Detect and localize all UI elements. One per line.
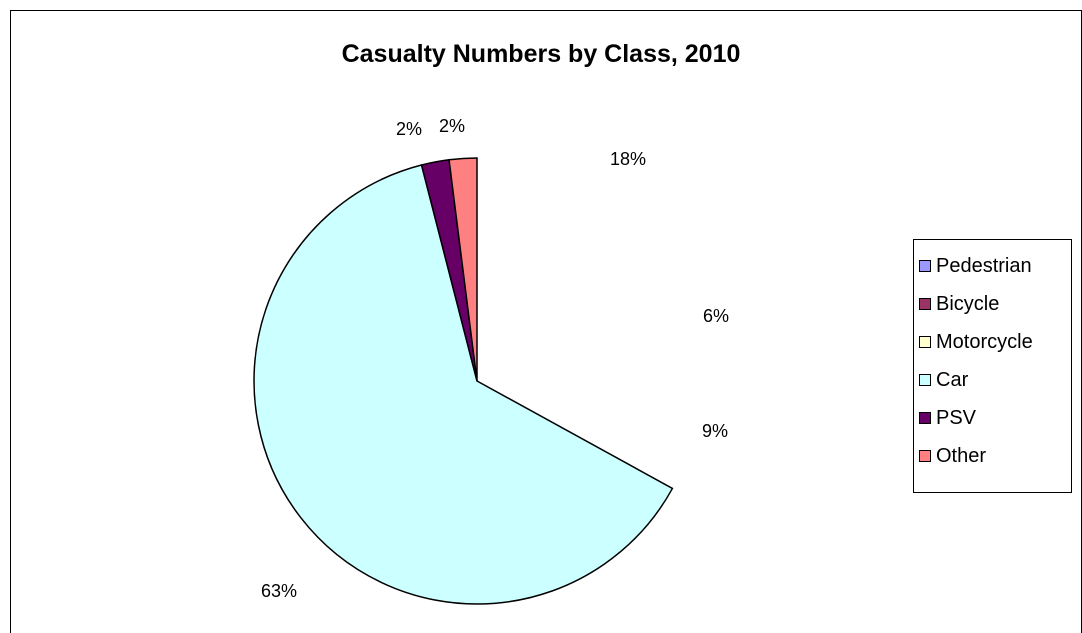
legend-label-pedestrian: Pedestrian — [936, 254, 1032, 277]
value-label-car: 63% — [261, 581, 297, 601]
value-label-motorcycle: 9% — [702, 421, 728, 441]
legend-swatch-bicycle — [919, 298, 931, 310]
legend-item-pedestrian: Pedestrian — [914, 247, 1071, 285]
legend-label-other: Other — [936, 444, 987, 467]
legend-swatch-pedestrian — [919, 260, 931, 272]
value-label-pedestrian: 18% — [610, 149, 646, 169]
legend-item-psv: PSV — [914, 399, 1071, 437]
legend-swatch-psv — [919, 412, 931, 424]
pie-slices — [253, 157, 674, 605]
chart-legend: Pedestrian Bicycle Motorcycle Car PSV Other — [913, 239, 1072, 493]
legend-swatch-other — [919, 450, 931, 462]
legend-label-car: Car — [936, 368, 969, 391]
legend-label-motorcycle: Motorcycle — [936, 330, 1033, 353]
chart-title: Casualty Numbers by Class, 2010 — [341, 40, 741, 68]
value-label-psv: 2% — [396, 119, 422, 139]
legend-item-other: Other — [914, 437, 1071, 475]
legend-item-motorcycle: Motorcycle — [914, 323, 1071, 361]
value-label-other: 2% — [439, 116, 465, 136]
value-label-bicycle: 6% — [703, 306, 729, 326]
legend-item-car: Car — [914, 361, 1071, 399]
pie-slice-other — [448, 157, 478, 382]
legend-item-bicycle: Bicycle — [914, 285, 1071, 323]
legend-label-psv: PSV — [936, 406, 977, 429]
pie-slice-car — [253, 164, 674, 605]
legend-swatch-car — [919, 374, 931, 386]
legend-swatch-motorcycle — [919, 336, 931, 348]
pie-value-labels: 18% 6% 9% 63% 2% 2% — [261, 116, 729, 601]
legend-label-bicycle: Bicycle — [936, 292, 1000, 315]
